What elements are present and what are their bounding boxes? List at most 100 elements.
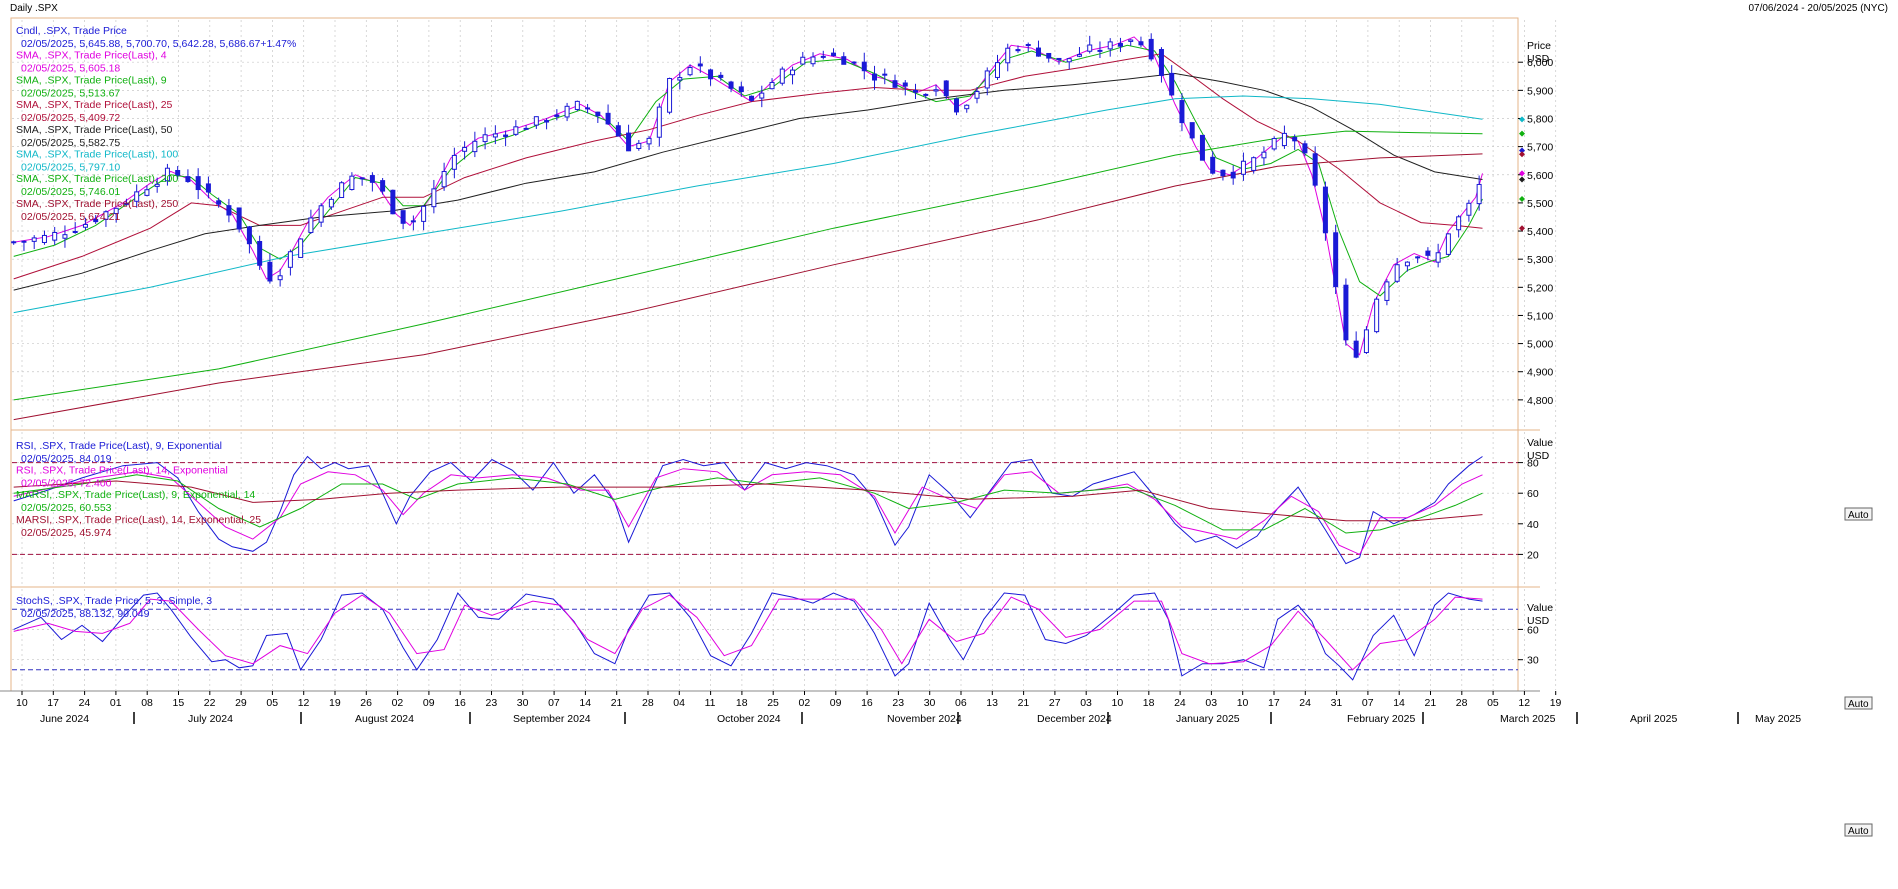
ma-line — [13, 153, 1483, 421]
candle-body — [851, 61, 857, 64]
legend-label: SMA, .SPX, Trade Price(Last), 250 — [16, 198, 178, 210]
x-tick-label: 03 — [1205, 697, 1217, 709]
x-tick-label: 14 — [1393, 697, 1405, 709]
candle-body — [431, 188, 437, 208]
candle-body — [175, 169, 181, 176]
candle-body — [472, 140, 478, 153]
candle-body — [841, 56, 847, 65]
x-tick-label: 05 — [266, 697, 278, 709]
candle-body — [349, 175, 355, 191]
candle-body — [749, 95, 755, 101]
candle-body — [205, 183, 211, 193]
instrument-title: Daily .SPX — [10, 3, 58, 14]
candle-body — [1148, 38, 1154, 60]
legend-value: 02/05/2025, 5,746.01 — [21, 186, 120, 198]
x-tick-label: 19 — [1550, 697, 1562, 709]
candle-body — [298, 238, 304, 258]
x-tick-label: 05 — [1487, 697, 1499, 709]
candle-body — [154, 183, 160, 187]
x-month-label: December 2024 — [1037, 713, 1112, 725]
x-month-label: February 2025 — [1347, 713, 1415, 725]
candle-body — [1271, 138, 1277, 150]
legend-value: 02/05/2025, 5,513.67 — [21, 87, 120, 99]
candle-body — [1240, 160, 1246, 175]
candle-body — [605, 112, 611, 125]
moving-averages — [13, 36, 1483, 421]
x-tick-label: 19 — [329, 697, 341, 709]
candle-body — [369, 175, 375, 183]
date-range: 07/06/2024 - 20/05/2025 (NYC) — [1748, 3, 1888, 14]
auto-button[interactable] — [1844, 507, 1873, 521]
x-tick-label: 02 — [392, 697, 404, 709]
candle-body — [1046, 52, 1052, 59]
candle-body — [1456, 216, 1462, 231]
ma-line — [13, 44, 1483, 297]
candle-body — [318, 205, 324, 223]
candle-body — [831, 52, 837, 57]
candle-body — [1107, 41, 1113, 50]
y-tick-label: 5,300 — [1527, 254, 1553, 266]
x-tick-label: 23 — [892, 697, 904, 709]
candle-body — [1199, 134, 1205, 161]
indicator-axis-label: Value — [1527, 602, 1553, 614]
candle-body — [913, 90, 919, 93]
candle-body — [708, 69, 714, 80]
x-tick-label: 23 — [486, 697, 498, 709]
candle-body — [615, 125, 621, 137]
x-tick-label: 10 — [1237, 697, 1249, 709]
candle-body — [554, 114, 560, 117]
y-tick-label: 60 — [1527, 624, 1539, 636]
candle-body — [513, 126, 519, 135]
x-tick-label: 24 — [1299, 697, 1311, 709]
x-tick-label: 14 — [579, 697, 591, 709]
candle-body — [1384, 281, 1390, 301]
candle-body — [1404, 261, 1410, 267]
candle-body — [1363, 329, 1369, 354]
candle-body — [984, 70, 990, 89]
y-tick-label: 60 — [1527, 488, 1539, 500]
x-month-label: July 2024 — [188, 713, 233, 725]
x-month-label: November 2024 — [887, 713, 962, 725]
candle-body — [728, 81, 734, 89]
legend-label: SMA, .SPX, Trade Price(Last), 9 — [16, 74, 167, 86]
x-tick-label: 17 — [1268, 697, 1280, 709]
ma-line — [13, 53, 1483, 280]
candle-body — [277, 275, 283, 281]
x-tick-label: 02 — [799, 697, 811, 709]
candle-body — [636, 142, 642, 149]
legend-label: SMA, .SPX, Trade Price(Last), 25 — [16, 99, 173, 111]
candle-body — [902, 82, 908, 87]
auto-button[interactable] — [1844, 696, 1873, 710]
candle-body — [1476, 183, 1482, 205]
x-tick-label: 09 — [423, 697, 435, 709]
x-tick-label: 27 — [1049, 697, 1061, 709]
x-tick-label: 30 — [517, 697, 529, 709]
candle-body — [328, 198, 334, 208]
auto-button-label: Auto — [1848, 699, 1869, 710]
candle-body — [226, 205, 232, 216]
candle-body — [933, 89, 939, 92]
candle-body — [574, 100, 580, 110]
legend-label: RSI, .SPX, Trade Price(Last), 9, Exponen… — [16, 440, 222, 452]
legend-label: SMA, .SPX, Trade Price(Last), 100 — [16, 149, 178, 161]
x-tick-label: 07 — [548, 697, 560, 709]
candle-body — [1333, 232, 1339, 288]
candle-body — [380, 180, 386, 192]
x-month-label: January 2025 — [1176, 713, 1240, 725]
legend-value: 02/05/2025, 88.132, 90.049 — [21, 608, 150, 620]
candle-body — [810, 56, 816, 65]
candle-body — [1302, 143, 1308, 154]
candle-body — [882, 73, 888, 76]
legend-label: StochS, .SPX, Trade Price, 5, 3, Simple,… — [16, 595, 212, 607]
candle-body — [400, 210, 406, 224]
candle-body — [1374, 298, 1380, 333]
axis-labels: 4,800 4,900 5,000 5,100 5,200 5,300 5,400 5,500… — [16, 40, 1801, 725]
auto-button[interactable] — [1844, 823, 1873, 837]
auto-buttons[interactable]: Auto Auto Auto — [1844, 507, 1873, 837]
y-tick-label: 4,900 — [1527, 367, 1553, 379]
x-month-label: May 2025 — [1755, 713, 1801, 725]
x-tick-label: 12 — [298, 697, 310, 709]
x-tick-label: 21 — [611, 697, 623, 709]
candle-body — [113, 207, 119, 215]
